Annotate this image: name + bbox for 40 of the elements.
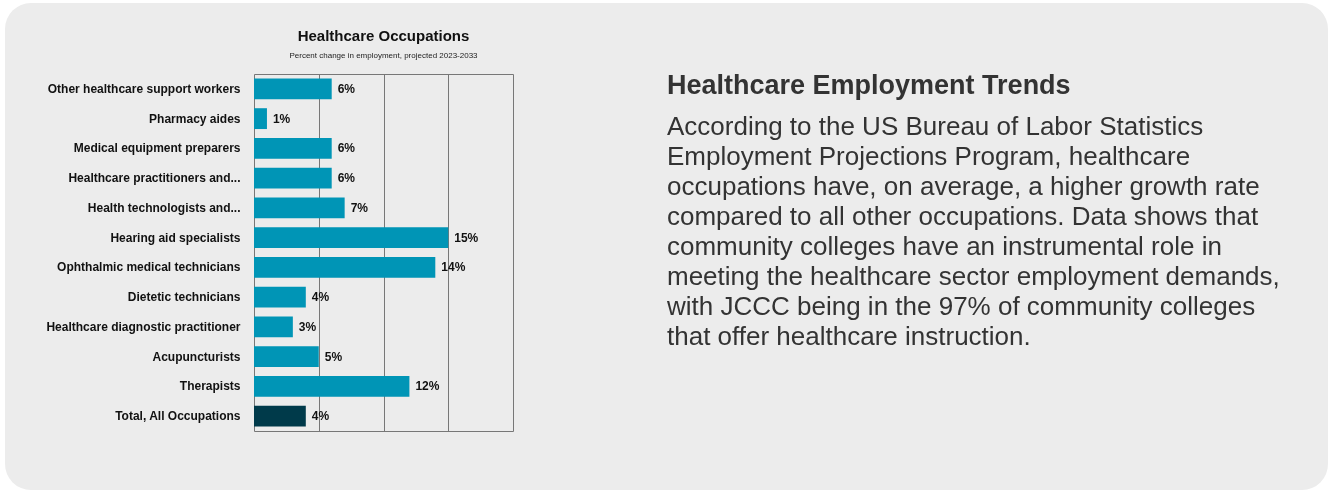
data-label: 15%	[454, 230, 479, 245]
chart-subtitle: Percent change in employment, projected 2023-2033	[289, 51, 479, 60]
bar	[254, 197, 345, 219]
bar	[254, 256, 436, 278]
data-label: 3%	[298, 319, 317, 334]
y-tick-label: Therapists	[179, 379, 241, 394]
data-label: 7%	[350, 200, 369, 215]
bar	[254, 286, 306, 308]
data-label: 6%	[337, 141, 356, 156]
y-tick-label: Healthcare practitioners and...	[68, 171, 241, 186]
bar	[254, 137, 332, 159]
y-tick-label: Healthcare diagnostic practitioner	[46, 319, 241, 334]
y-tick-label: Ophthalmic medical technicians	[57, 260, 241, 275]
data-label: 5%	[324, 349, 343, 364]
data-label: 12%	[415, 379, 440, 394]
bar	[254, 108, 267, 130]
y-tick-label: Acupuncturists	[152, 349, 241, 364]
data-label: 4%	[311, 409, 330, 424]
data-label: 4%	[311, 290, 330, 305]
data-label: 6%	[337, 81, 356, 96]
y-tick-label: Medical equipment preparers	[73, 141, 241, 156]
bar	[254, 316, 293, 338]
bar	[254, 78, 332, 100]
bar	[254, 167, 332, 189]
bar	[254, 227, 449, 249]
y-tick-label: Total, All Occupations	[115, 409, 241, 424]
bar	[254, 405, 306, 427]
bar	[254, 375, 410, 397]
data-label: 1%	[272, 111, 291, 126]
y-tick-label: Health technologists and...	[87, 200, 241, 215]
text: According to the US Bureau of Labor Statistics Employment Projections Program, healthcare occupations have, on average, a higher growth rate compared to all other occupations. Data shows that community colleges have an instrumental role in meeting the healthcare sector employment demands, with JCCC being in the 97% of community colleges that offer healthcare instruction.	[667, 111, 1281, 351]
y-tick-label: Hearing aid specialists	[110, 230, 241, 245]
chart-title: Healthcare Occupations	[297, 27, 470, 44]
data-label: 6%	[337, 171, 356, 186]
y-tick-label: Other healthcare support workers	[47, 81, 241, 96]
text: Healthcare Employment Trends	[667, 70, 1072, 101]
data-label: 14%	[441, 260, 466, 275]
y-tick-label: Pharmacy aides	[149, 111, 241, 126]
y-tick-label: Dietetic technicians	[127, 290, 241, 305]
bar	[254, 346, 319, 368]
